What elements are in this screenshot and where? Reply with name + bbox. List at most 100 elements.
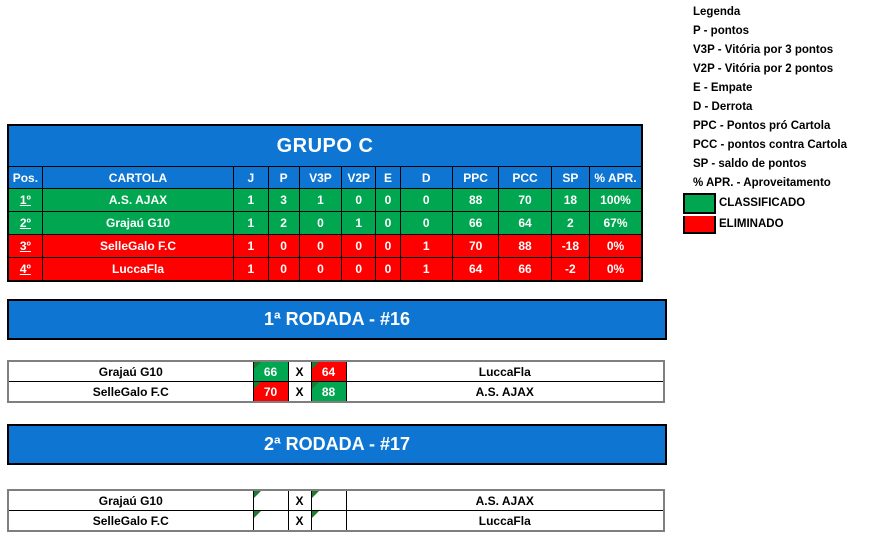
col-header-pos: Pos. <box>7 166 43 189</box>
round-1-banner: 1ª RODADA - #16 <box>7 299 667 340</box>
sp-cell[interactable]: -2 <box>550 257 591 282</box>
round-2-banner: 2ª RODADA - #17 <box>7 424 667 465</box>
versus-cell[interactable]: X <box>287 360 312 382</box>
p-cell[interactable]: 3 <box>267 188 300 212</box>
col-header-d: D <box>399 166 453 189</box>
home-team-cell[interactable]: Grajaú G10 <box>7 360 254 382</box>
match-row: Grajaú G10 66 X 64 LuccaFla <box>7 360 665 382</box>
note-indicator-triangle-icon <box>312 382 319 389</box>
pos-cell[interactable]: 3º <box>7 234 43 258</box>
match-row: SelleGalo F.C X LuccaFla <box>7 510 665 532</box>
d-cell[interactable]: 0 <box>399 211 453 235</box>
apr-cell[interactable]: 0% <box>589 257 643 282</box>
pcc-cell[interactable]: 64 <box>498 211 552 235</box>
legend-item: E - Empate <box>693 82 753 94</box>
j-cell[interactable]: 1 <box>233 188 269 212</box>
sp-cell[interactable]: -18 <box>550 234 591 258</box>
match-row: Grajaú G10 X A.S. AJAX <box>7 489 665 511</box>
away-team-cell[interactable]: LuccaFla <box>345 510 665 532</box>
eliminated-label: ELIMINADO <box>719 218 784 230</box>
home-team-cell[interactable]: Grajaú G10 <box>7 489 254 511</box>
home-team-cell[interactable]: SelleGalo F.C <box>7 381 254 403</box>
legend: Legenda P - pontos V3P - Vitória por 3 p… <box>683 3 847 235</box>
home-score-cell[interactable] <box>252 489 289 511</box>
v3p-cell[interactable]: 0 <box>298 257 343 282</box>
col-header-pcc: PCC <box>498 166 552 189</box>
e-cell[interactable]: 0 <box>375 188 401 212</box>
ppc-cell[interactable]: 88 <box>451 188 500 212</box>
away-team-cell[interactable]: A.S. AJAX <box>345 489 665 511</box>
legend-item: P - pontos <box>693 25 750 37</box>
legend-title: Legenda <box>693 6 741 18</box>
group-title: GRUPO C <box>7 124 643 167</box>
home-score-cell[interactable] <box>252 510 289 532</box>
group-standings-table: GRUPO C Pos. CARTOLA J P V3P V2P E D PPC… <box>7 124 643 282</box>
j-cell[interactable]: 1 <box>233 211 269 235</box>
ppc-cell[interactable]: 64 <box>451 257 500 282</box>
d-cell[interactable]: 0 <box>399 188 453 212</box>
ppc-cell[interactable]: 70 <box>451 234 500 258</box>
pcc-cell[interactable]: 88 <box>498 234 552 258</box>
v2p-cell[interactable]: 0 <box>341 188 377 212</box>
pcc-cell[interactable]: 70 <box>498 188 552 212</box>
away-score-value: 64 <box>321 364 336 379</box>
versus-cell[interactable]: X <box>287 510 312 532</box>
j-cell[interactable]: 1 <box>233 234 269 258</box>
home-score-cell[interactable]: 70 <box>252 381 289 403</box>
p-cell[interactable]: 0 <box>267 234 300 258</box>
legend-item: % APR. - Aproveitamento <box>693 177 831 189</box>
standings-row-1: 1º A.S. AJAX 1 3 1 0 0 0 88 70 18 100% <box>7 188 643 212</box>
away-score-value: 88 <box>321 384 336 399</box>
pos-cell[interactable]: 4º <box>7 257 43 282</box>
d-cell[interactable]: 1 <box>399 257 453 282</box>
away-score-cell[interactable]: 88 <box>310 381 347 403</box>
pos-cell[interactable]: 2º <box>7 211 43 235</box>
v2p-cell[interactable]: 1 <box>341 211 377 235</box>
versus-cell[interactable]: X <box>287 381 312 403</box>
apr-cell[interactable]: 67% <box>589 211 643 235</box>
v3p-cell[interactable]: 0 <box>298 234 343 258</box>
eliminated-color-swatch <box>683 215 716 234</box>
note-indicator-triangle-icon <box>254 362 261 369</box>
e-cell[interactable]: 0 <box>375 234 401 258</box>
col-header-v2p: V2P <box>341 166 377 189</box>
away-team-cell[interactable]: LuccaFla <box>345 360 665 382</box>
d-cell[interactable]: 1 <box>399 234 453 258</box>
ppc-cell[interactable]: 66 <box>451 211 500 235</box>
v3p-cell[interactable]: 0 <box>298 211 343 235</box>
sp-cell[interactable]: 2 <box>550 211 591 235</box>
standings-row-2: 2º Grajaú G10 1 2 0 1 0 0 66 64 2 67% <box>7 211 643 235</box>
away-team-cell[interactable]: A.S. AJAX <box>345 381 665 403</box>
p-cell[interactable]: 0 <box>267 257 300 282</box>
e-cell[interactable]: 0 <box>375 211 401 235</box>
home-team-cell[interactable]: SelleGalo F.C <box>7 510 254 532</box>
team-name-cell[interactable]: Grajaú G10 <box>41 211 235 235</box>
away-score-cell[interactable]: 64 <box>310 360 347 382</box>
col-header-cartola: CARTOLA <box>41 166 235 189</box>
v2p-cell[interactable]: 0 <box>341 234 377 258</box>
team-name-cell[interactable]: A.S. AJAX <box>41 188 235 212</box>
sp-cell[interactable]: 18 <box>550 188 591 212</box>
v2p-cell[interactable]: 0 <box>341 257 377 282</box>
apr-cell[interactable]: 0% <box>589 234 643 258</box>
v3p-cell[interactable]: 1 <box>298 188 343 212</box>
team-name-cell[interactable]: LuccaFla <box>41 257 235 282</box>
away-score-cell[interactable] <box>310 510 347 532</box>
home-score-value: 70 <box>263 384 278 399</box>
home-score-cell[interactable]: 66 <box>252 360 289 382</box>
pcc-cell[interactable]: 66 <box>498 257 552 282</box>
away-score-cell[interactable] <box>310 489 347 511</box>
legend-key-eliminated: ELIMINADO <box>683 214 847 235</box>
note-indicator-triangle-icon <box>312 511 319 518</box>
team-name-cell[interactable]: SelleGalo F.C <box>41 234 235 258</box>
note-indicator-triangle-icon <box>254 382 261 389</box>
apr-cell[interactable]: 100% <box>589 188 643 212</box>
j-cell[interactable]: 1 <box>233 257 269 282</box>
versus-cell[interactable]: X <box>287 489 312 511</box>
e-cell[interactable]: 0 <box>375 257 401 282</box>
p-cell[interactable]: 2 <box>267 211 300 235</box>
standings-row-4: 4º LuccaFla 1 0 0 0 0 1 64 66 -2 0% <box>7 257 643 282</box>
pos-cell[interactable]: 1º <box>7 188 43 212</box>
col-header-apr: % APR. <box>589 166 643 189</box>
col-header-sp: SP <box>550 166 591 189</box>
